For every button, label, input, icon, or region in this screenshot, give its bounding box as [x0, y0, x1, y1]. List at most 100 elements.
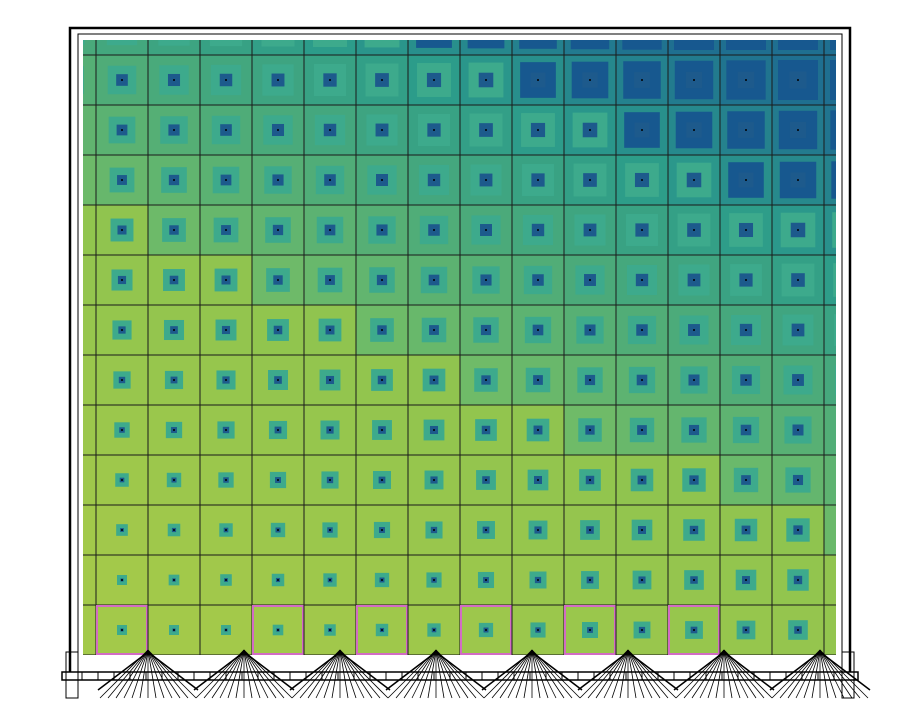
center-dot — [589, 629, 591, 631]
fan-line — [499, 649, 533, 699]
outer-square — [830, 110, 836, 150]
fan-line — [707, 649, 725, 699]
center-dot — [277, 629, 279, 631]
center-dot — [745, 579, 747, 581]
center-dot — [225, 479, 227, 481]
center-dot — [121, 79, 123, 81]
outer-square — [622, 40, 662, 50]
center-dot — [381, 179, 383, 181]
center-dot — [797, 429, 799, 431]
fan-line — [339, 649, 357, 699]
fan-line — [219, 649, 245, 699]
center-dot — [225, 229, 227, 231]
fan-line — [691, 649, 725, 699]
center-dot — [589, 479, 591, 481]
outer-square — [835, 365, 836, 395]
center-dot — [641, 429, 643, 431]
fan-line — [435, 649, 461, 699]
fan-line — [243, 649, 253, 699]
highlight — [668, 605, 720, 655]
center-dot — [537, 629, 539, 631]
fan-line — [307, 649, 341, 699]
center-dot — [537, 379, 539, 381]
fan-line — [795, 649, 821, 699]
cell — [823, 404, 836, 456]
center-dot — [381, 79, 383, 81]
center-dot — [277, 329, 279, 331]
center-dot — [225, 529, 227, 531]
center-dot — [173, 329, 175, 331]
center-dot — [433, 579, 435, 581]
fan-edge — [577, 651, 679, 691]
center-dot — [693, 179, 695, 181]
fan-line — [531, 649, 565, 699]
outer-square — [831, 161, 836, 199]
center-dot — [173, 579, 175, 581]
fan-edge — [481, 651, 583, 691]
center-dot — [797, 329, 799, 331]
center-dot — [485, 179, 487, 181]
center-dot — [329, 279, 331, 281]
center-dot — [589, 229, 591, 231]
center-dot — [745, 629, 747, 631]
outer-square — [834, 314, 836, 346]
center-dot — [277, 179, 279, 181]
center-dot — [745, 79, 747, 81]
center-dot — [485, 579, 487, 581]
center-dot — [225, 379, 227, 381]
center-dot — [797, 129, 799, 131]
center-dot — [433, 229, 435, 231]
center-dot — [589, 279, 591, 281]
fan-line — [147, 649, 165, 699]
center-dot — [381, 129, 383, 131]
fan-line — [819, 649, 837, 699]
fan-line — [507, 649, 533, 699]
fan-line — [339, 649, 373, 699]
center-dot — [381, 379, 383, 381]
center-dot — [693, 529, 695, 531]
center-dot — [381, 629, 383, 631]
fan-line — [715, 649, 725, 699]
fan-line — [619, 649, 629, 699]
highlight — [564, 605, 616, 655]
center-dot — [433, 329, 435, 331]
cell — [823, 504, 836, 556]
fan-line — [243, 649, 261, 699]
center-dot — [745, 329, 747, 331]
center-dot — [797, 79, 799, 81]
cell — [823, 354, 836, 406]
fan-line — [523, 649, 533, 699]
center-dot — [537, 329, 539, 331]
outer-square — [83, 40, 85, 45]
center-dot — [433, 279, 435, 281]
center-dot — [485, 279, 487, 281]
center-dot — [329, 429, 331, 431]
center-dot — [329, 379, 331, 381]
outer-square — [674, 40, 714, 50]
right-post — [841, 651, 855, 699]
fan-line — [803, 649, 821, 699]
fan-line — [787, 649, 821, 699]
outer-square — [83, 66, 84, 94]
outer-square — [106, 40, 138, 46]
center-dot — [329, 479, 331, 481]
outer-square — [364, 40, 400, 48]
center-dot — [589, 529, 591, 531]
fan-line — [435, 649, 445, 699]
center-dot — [173, 179, 175, 181]
center-dot — [121, 129, 123, 131]
center-dot — [797, 279, 799, 281]
center-dot — [381, 229, 383, 231]
fan-line — [435, 649, 453, 699]
cell — [823, 254, 836, 306]
center-dot — [381, 579, 383, 581]
center-dot — [745, 379, 747, 381]
center-dot — [225, 629, 227, 631]
fan-line — [723, 649, 741, 699]
center-dot — [537, 479, 539, 481]
center-dot — [121, 229, 123, 231]
left-post — [65, 651, 79, 699]
fan-edge — [385, 651, 487, 691]
fan-edge — [769, 651, 871, 691]
